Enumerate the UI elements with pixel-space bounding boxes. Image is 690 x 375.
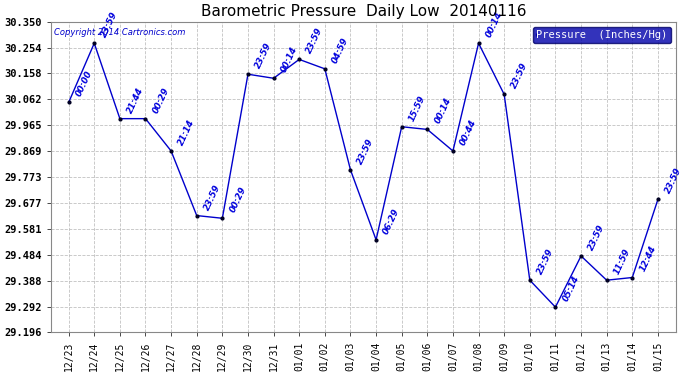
Text: 00:29: 00:29 — [228, 185, 248, 214]
Text: 11:59: 11:59 — [612, 247, 632, 276]
Text: 23:59: 23:59 — [202, 183, 222, 212]
Text: 23:59: 23:59 — [586, 223, 607, 252]
Legend: Pressure  (Inches/Hg): Pressure (Inches/Hg) — [533, 27, 671, 43]
Text: 00:44: 00:44 — [458, 118, 478, 147]
Text: 00:14: 00:14 — [433, 96, 453, 125]
Text: 23:59: 23:59 — [305, 27, 324, 55]
Text: 21:14: 21:14 — [177, 118, 197, 147]
Text: 23:59: 23:59 — [510, 62, 529, 90]
Text: 15:59: 15:59 — [407, 94, 427, 123]
Text: 00:14: 00:14 — [484, 10, 504, 39]
Title: Barometric Pressure  Daily Low  20140116: Barometric Pressure Daily Low 20140116 — [201, 4, 526, 19]
Text: 23:59: 23:59 — [253, 41, 273, 70]
Text: 12:44: 12:44 — [638, 244, 658, 273]
Text: 21:44: 21:44 — [126, 86, 145, 114]
Text: 00:29: 00:29 — [151, 86, 171, 114]
Text: 23:59: 23:59 — [535, 247, 555, 276]
Text: 00:00: 00:00 — [75, 70, 94, 98]
Text: Copyright 2014 Cartronics.com: Copyright 2014 Cartronics.com — [54, 28, 185, 37]
Text: 00:14: 00:14 — [279, 45, 299, 74]
Text: 04:59: 04:59 — [331, 36, 350, 64]
Text: 23:59: 23:59 — [356, 137, 376, 166]
Text: 23:59: 23:59 — [100, 10, 119, 39]
Text: 05:14: 05:14 — [561, 274, 581, 303]
Text: 23:59: 23:59 — [664, 166, 683, 195]
Text: 06:29: 06:29 — [382, 207, 402, 236]
